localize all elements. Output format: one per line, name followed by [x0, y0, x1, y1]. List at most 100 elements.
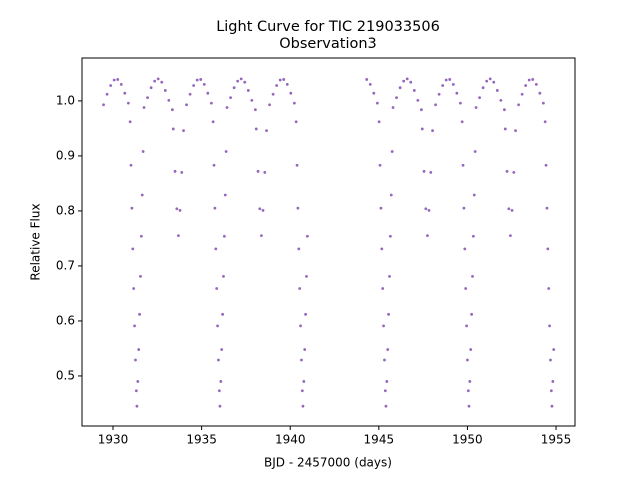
y-tick-label: 0.5	[56, 368, 75, 382]
data-point	[552, 348, 556, 351]
data-point	[512, 171, 516, 174]
data-point	[135, 404, 139, 408]
data-point	[419, 108, 423, 112]
data-point	[185, 103, 188, 107]
data-point	[416, 98, 420, 102]
data-point	[547, 287, 551, 290]
data-point	[380, 247, 384, 251]
data-point	[229, 96, 232, 100]
data-point	[215, 287, 219, 290]
data-point	[296, 206, 300, 210]
data-point	[182, 129, 185, 133]
data-point	[551, 380, 555, 383]
x-tick-label: 1955	[541, 433, 572, 447]
chart-subtitle: Observation3	[279, 36, 377, 52]
data-point	[386, 348, 390, 351]
data-point	[412, 89, 416, 92]
data-point	[382, 324, 385, 328]
data-point	[431, 129, 434, 133]
data-point	[455, 91, 459, 95]
data-point	[223, 193, 227, 197]
data-point	[462, 206, 466, 210]
data-point	[220, 348, 224, 351]
x-tick-label: 1935	[186, 433, 217, 447]
data-point	[492, 80, 496, 84]
data-point	[422, 169, 426, 173]
data-point	[123, 91, 127, 95]
x-tick-label: 1940	[275, 433, 306, 447]
data-point	[294, 120, 298, 124]
data-point	[297, 247, 301, 251]
data-point	[258, 207, 262, 211]
data-point	[222, 234, 226, 238]
data-point	[282, 78, 286, 81]
data-point	[466, 389, 470, 393]
data-point	[509, 234, 512, 238]
data-point	[472, 193, 476, 197]
data-point	[424, 207, 428, 211]
data-point	[488, 77, 492, 81]
data-point	[391, 106, 395, 109]
data-point	[102, 103, 105, 107]
data-point	[467, 404, 471, 408]
data-point	[534, 83, 538, 86]
data-point	[136, 380, 140, 383]
data-point	[427, 208, 431, 212]
plot-area	[102, 77, 556, 408]
data-point	[146, 96, 149, 100]
data-point	[444, 78, 448, 82]
data-point	[527, 78, 531, 82]
data-point	[473, 150, 477, 153]
x-tick-label: 1950	[452, 433, 483, 447]
data-point	[398, 86, 402, 90]
data-point	[388, 274, 391, 278]
data-point	[514, 129, 517, 133]
data-point	[458, 101, 462, 105]
data-point	[260, 234, 263, 238]
data-point	[387, 312, 391, 316]
data-point	[441, 84, 445, 87]
data-point	[303, 348, 307, 351]
data-point	[468, 380, 472, 383]
data-point	[225, 106, 229, 109]
data-point	[217, 358, 220, 362]
data-point	[524, 84, 528, 87]
data-point	[129, 163, 133, 167]
data-point	[275, 84, 279, 87]
data-point	[381, 287, 385, 290]
data-point	[149, 86, 153, 90]
data-point	[378, 163, 382, 167]
data-point	[292, 101, 296, 105]
data-point	[426, 234, 429, 238]
data-point	[365, 78, 369, 81]
y-tick-label: 1.0	[56, 93, 75, 107]
data-point	[192, 84, 196, 87]
data-point	[163, 89, 167, 92]
x-tick-label: 1930	[98, 433, 129, 447]
data-point	[133, 324, 136, 328]
data-point	[302, 380, 306, 383]
data-point	[119, 83, 123, 86]
data-point	[209, 101, 213, 105]
data-point	[305, 234, 309, 238]
data-point	[141, 150, 145, 153]
data-point	[265, 129, 268, 133]
data-point	[175, 207, 179, 211]
data-point	[214, 247, 218, 251]
data-point	[278, 78, 282, 82]
y-tick-label: 0.6	[56, 313, 75, 327]
data-point	[268, 103, 271, 107]
data-point	[167, 98, 171, 102]
axes-frame	[81, 57, 576, 427]
data-point	[285, 83, 289, 86]
data-point	[517, 103, 520, 107]
data-point	[236, 79, 240, 83]
data-point	[550, 404, 554, 408]
data-point	[549, 389, 553, 393]
data-point	[105, 92, 109, 96]
data-point	[156, 77, 160, 81]
data-point	[213, 206, 217, 210]
data-point	[395, 96, 398, 100]
data-point	[541, 101, 545, 105]
data-point	[212, 163, 216, 167]
